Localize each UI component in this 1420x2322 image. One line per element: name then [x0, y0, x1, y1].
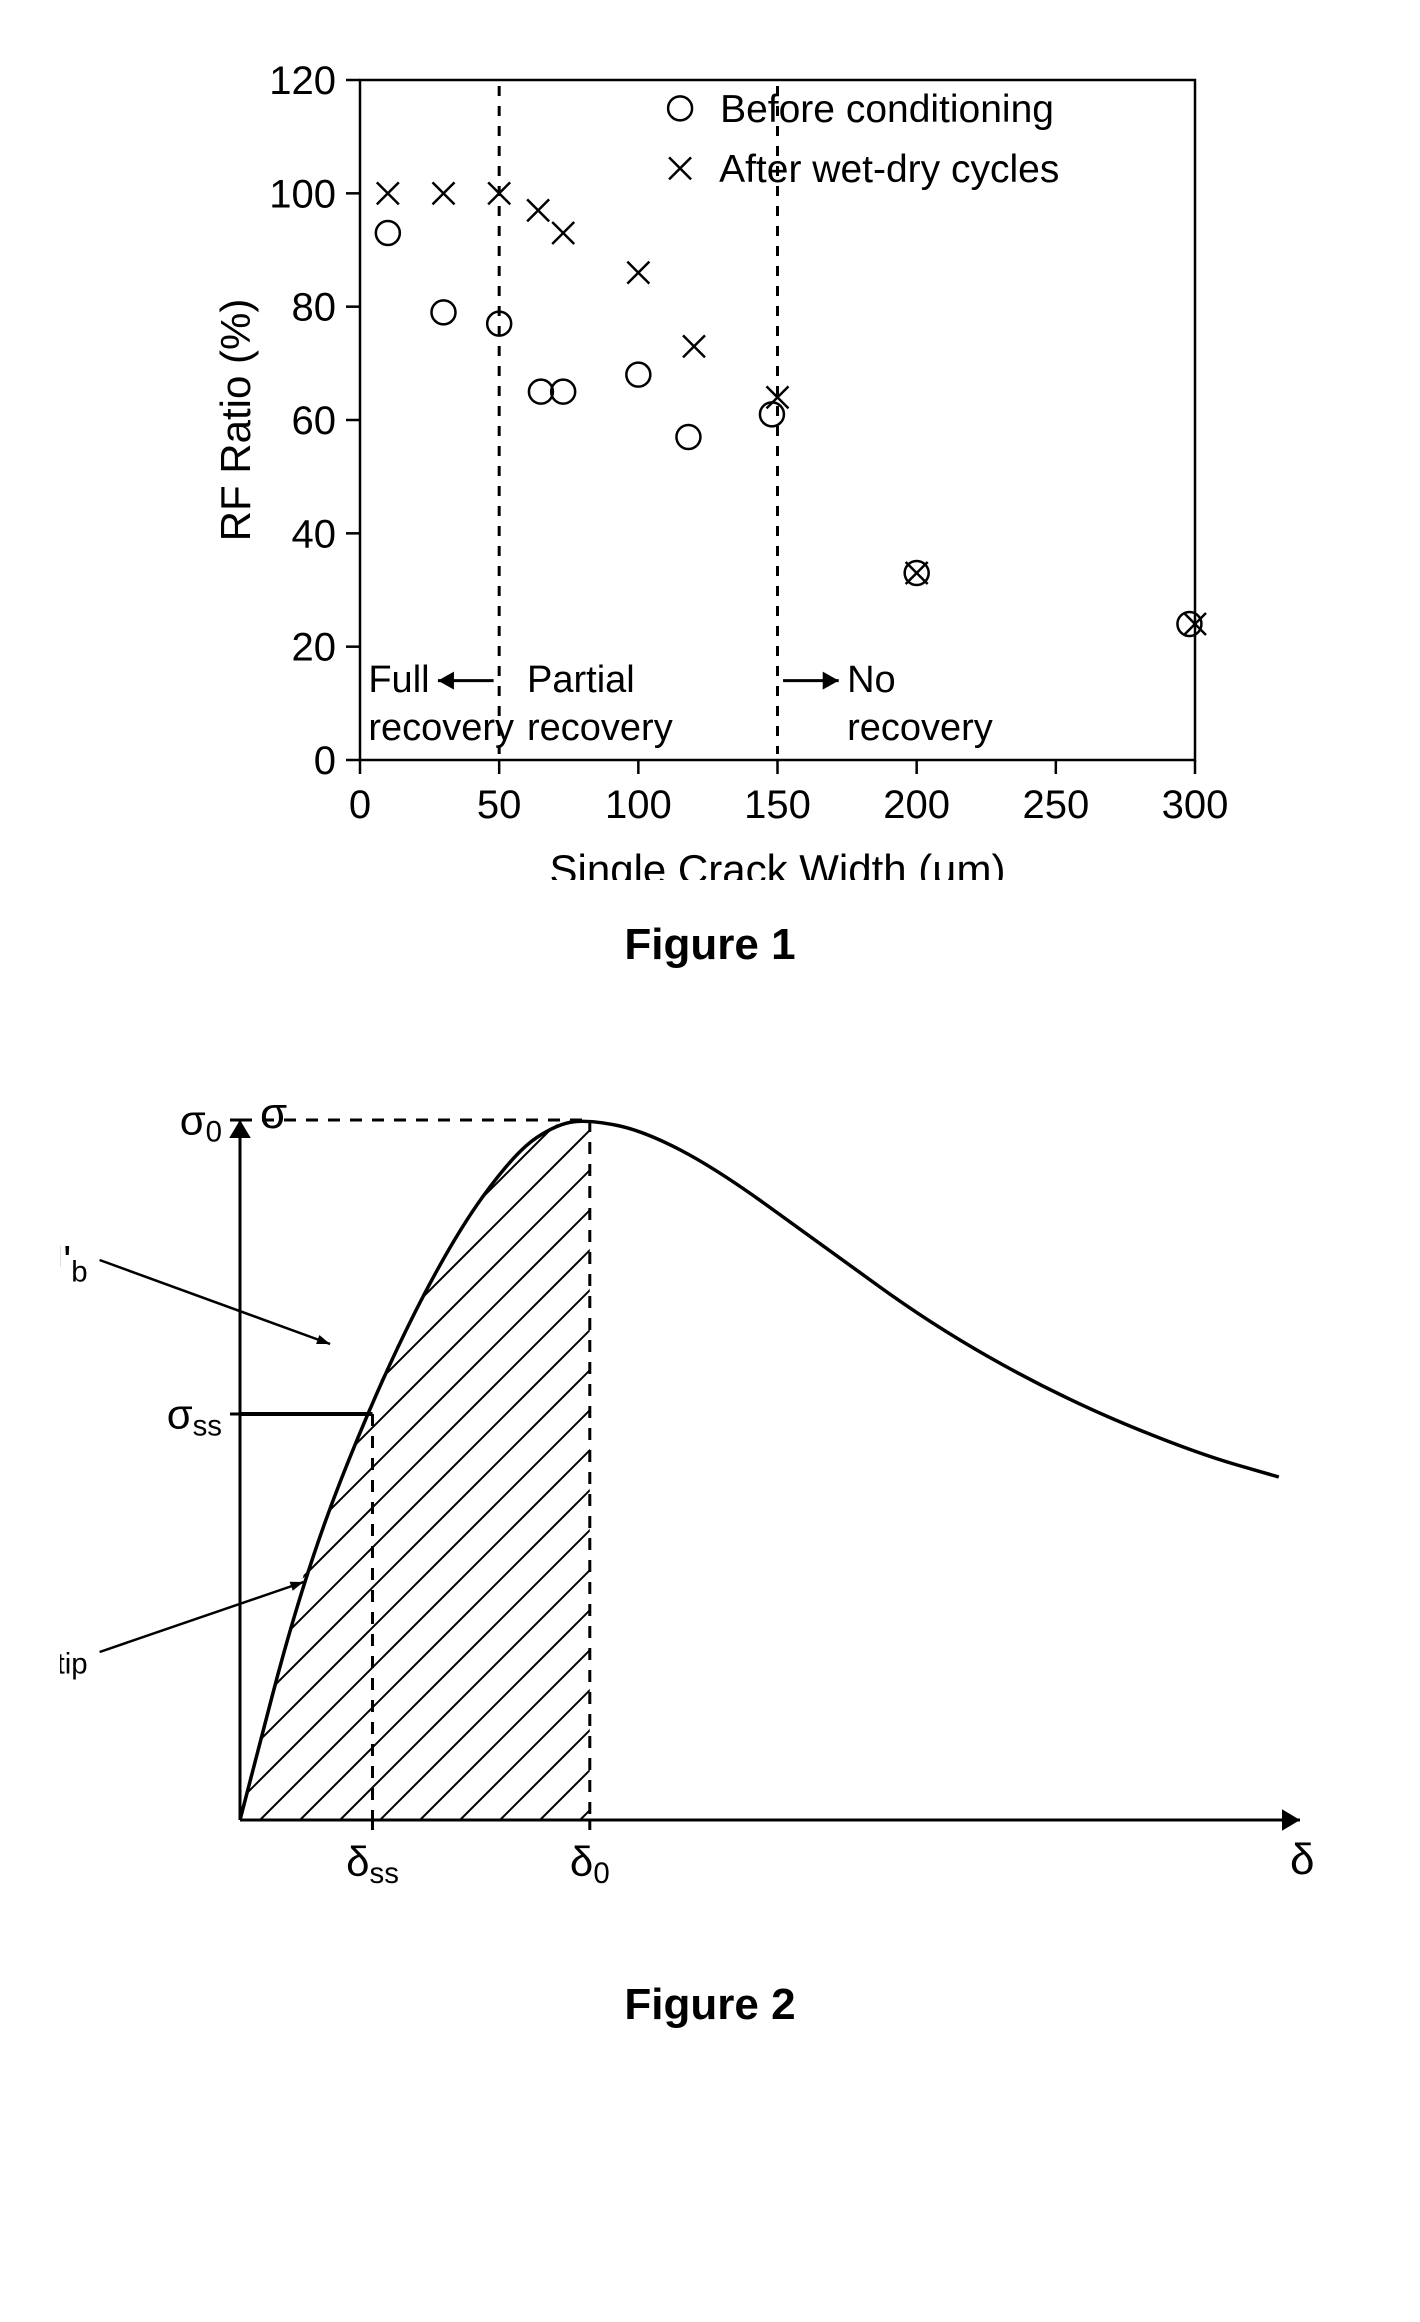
- svg-text:Full: Full: [368, 659, 429, 701]
- svg-text:recovery: recovery: [847, 707, 993, 749]
- figure-2: σ δ σ0 σss δss δ0 J'b Jtip: [60, 1060, 1360, 1940]
- svg-text:No: No: [847, 659, 896, 701]
- svg-text:Partial: Partial: [527, 659, 635, 701]
- figure-1: 0 50 100 150 200 250 300 0 20 40 60 80 100 120 Single …: [185, 40, 1235, 880]
- svg-text:δ: δ: [1290, 1835, 1315, 1884]
- svg-text:Before conditioning: Before conditioning: [720, 88, 1054, 131]
- svg-text:Single Crack Width (μm): Single Crack Width (μm): [550, 846, 1006, 880]
- figure-1-caption: Figure 1: [0, 920, 1420, 970]
- svg-text:After wet-dry cycles: After wet-dry cycles: [719, 148, 1059, 191]
- svg-text:σ: σ: [260, 1089, 287, 1138]
- svg-text:0: 0: [314, 739, 336, 783]
- svg-text:80: 80: [292, 286, 337, 330]
- svg-text:250: 250: [1022, 783, 1089, 827]
- svg-text:300: 300: [1162, 783, 1229, 827]
- svg-text:σ0: σ0: [180, 1097, 222, 1149]
- svg-text:100: 100: [605, 783, 672, 827]
- svg-text:50: 50: [477, 783, 521, 827]
- svg-text:150: 150: [744, 783, 811, 827]
- svg-text:20: 20: [292, 626, 337, 670]
- svg-text:δss: δss: [346, 1838, 399, 1890]
- svg-text:0: 0: [349, 783, 371, 827]
- svg-text:40: 40: [292, 512, 337, 556]
- figure-2-chart: σ δ σ0 σss δss δ0 J'b Jtip: [60, 1060, 1360, 1940]
- svg-text:recovery: recovery: [368, 707, 514, 749]
- svg-text:recovery: recovery: [527, 707, 673, 749]
- svg-text:200: 200: [883, 783, 950, 827]
- svg-text:δ0: δ0: [570, 1838, 610, 1890]
- svg-text:120: 120: [269, 59, 336, 103]
- svg-text:Jtip: Jtip: [60, 1629, 88, 1681]
- svg-text:σss: σss: [167, 1391, 222, 1443]
- figure-1-chart: 0 50 100 150 200 250 300 0 20 40 60 80 100 120 Single …: [185, 40, 1235, 880]
- svg-text:J'b: J'b: [60, 1237, 88, 1289]
- svg-text:60: 60: [292, 399, 337, 443]
- svg-text:100: 100: [269, 172, 336, 216]
- figure-2-caption: Figure 2: [0, 1980, 1420, 2030]
- svg-text:RF Ratio (%): RF Ratio (%): [212, 299, 259, 542]
